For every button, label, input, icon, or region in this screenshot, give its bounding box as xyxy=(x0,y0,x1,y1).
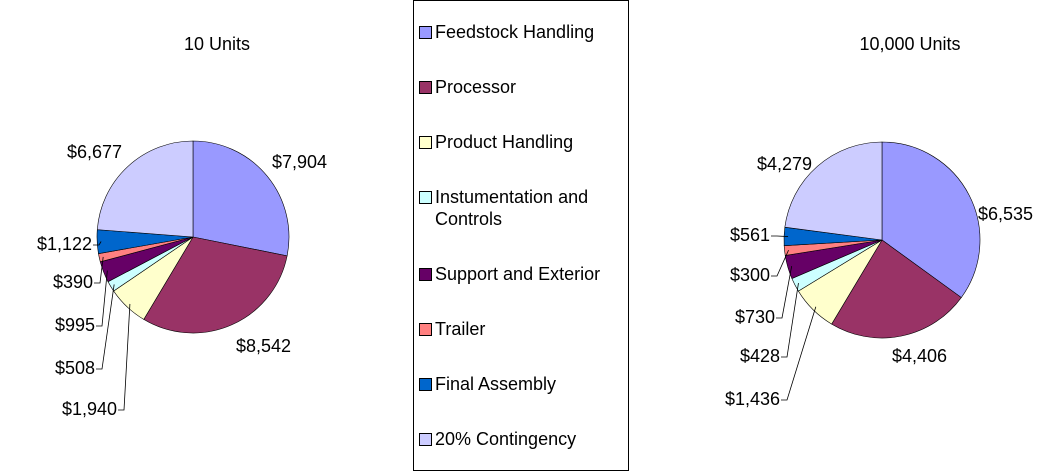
legend-entry: Feedstock Handling xyxy=(414,21,628,43)
legend-label: Feedstock Handling xyxy=(435,22,595,43)
pie-title: 10 Units xyxy=(184,34,250,54)
legend-entry: Instumentation and Controls xyxy=(414,186,628,230)
data-label: $390 xyxy=(53,272,93,292)
data-label: $730 xyxy=(735,307,775,327)
legend-swatch xyxy=(419,191,432,205)
legend-label: Support and Exterior xyxy=(435,263,601,284)
leader-line xyxy=(96,270,108,327)
legend-label: Trailer xyxy=(435,318,486,339)
legend-entry: Trailer xyxy=(414,318,628,340)
legend-label: Processor xyxy=(435,77,517,98)
legend-swatch xyxy=(419,377,432,391)
legend-entry: Final Assembly xyxy=(414,373,628,395)
leader-line xyxy=(118,303,131,411)
data-label: $300 xyxy=(730,265,770,285)
legend-label: 20% Contingency xyxy=(435,428,577,449)
data-label: $8,542 xyxy=(236,336,291,356)
pie-title: 10,000 Units xyxy=(859,34,960,54)
leader-line xyxy=(776,266,793,319)
leader-line xyxy=(96,284,115,370)
legend-swatch xyxy=(419,322,432,336)
legend: Feedstock Handling Processor Product Handl… xyxy=(413,0,629,471)
pie-slice xyxy=(784,141,883,241)
data-label: $428 xyxy=(740,346,780,366)
data-label: $1,122 xyxy=(37,234,92,254)
legend-swatch xyxy=(419,432,432,446)
legend-swatch xyxy=(419,267,432,281)
pie-slice xyxy=(143,236,288,334)
data-label: $6,677 xyxy=(67,142,122,162)
legend-label: Instumentation and Controls xyxy=(435,187,589,230)
data-label: $1,436 xyxy=(725,389,780,409)
data-label: $508 xyxy=(55,358,95,378)
leader-line xyxy=(94,256,104,284)
pie-slice xyxy=(96,140,194,238)
data-label: $561 xyxy=(730,225,770,245)
data-label: $4,279 xyxy=(757,154,812,174)
data-label: $995 xyxy=(55,315,95,335)
legend-label: Final Assembly xyxy=(435,373,557,394)
legend-entry: 20% Contingency xyxy=(414,428,628,450)
legend-swatch xyxy=(419,136,432,150)
pie-slice xyxy=(881,141,981,298)
leader-line xyxy=(771,235,789,237)
legend-entry: Support and Exterior xyxy=(414,263,628,285)
leader-line xyxy=(781,306,817,401)
legend-swatch xyxy=(419,26,432,40)
legend-swatch xyxy=(419,81,432,95)
leader-line xyxy=(771,249,789,277)
pie-slice xyxy=(831,239,962,339)
data-label: $7,904 xyxy=(272,152,327,172)
data-label: $4,406 xyxy=(892,346,947,366)
data-label: $6,535 xyxy=(978,204,1033,224)
legend-label: Product Handling xyxy=(435,132,574,153)
legend-entry: Product Handling xyxy=(414,131,628,153)
leader-line xyxy=(781,283,799,358)
pie-slice xyxy=(192,140,290,257)
leader-line xyxy=(93,241,102,246)
data-label: $1,940 xyxy=(62,399,117,419)
legend-entry: Processor xyxy=(414,76,628,98)
